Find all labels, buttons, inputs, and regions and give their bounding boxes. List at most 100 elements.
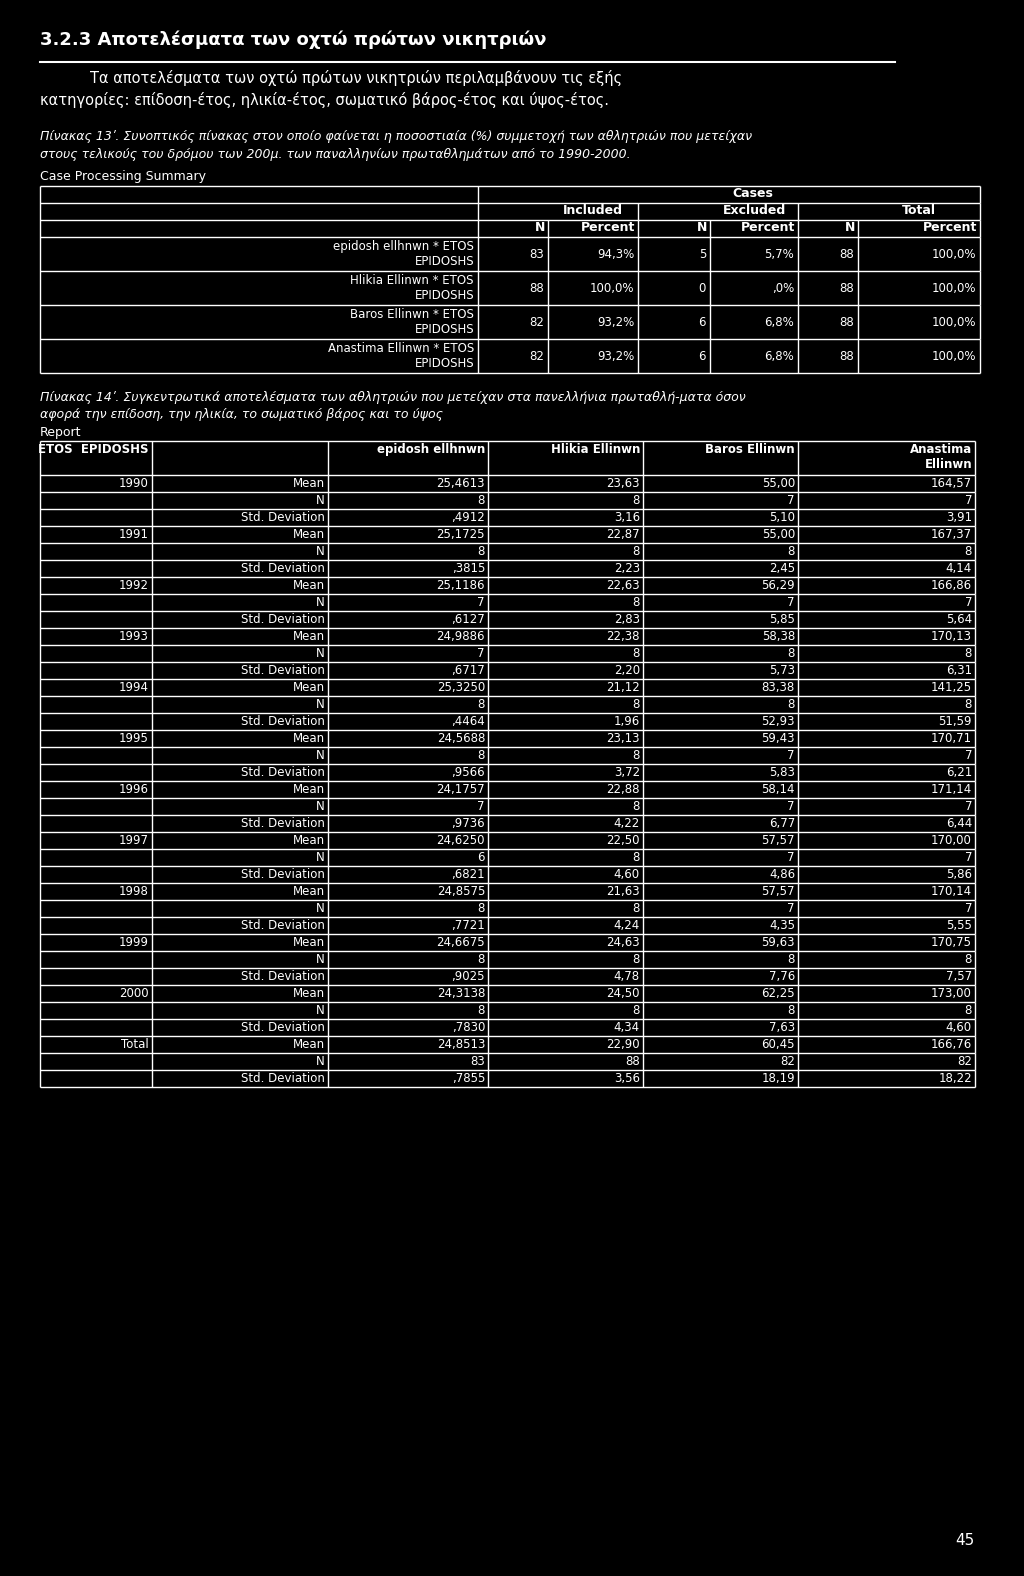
Text: Mean: Mean: [293, 886, 325, 898]
Text: Std. Deviation: Std. Deviation: [241, 969, 325, 983]
Text: 22,87: 22,87: [606, 528, 640, 541]
Text: Mean: Mean: [293, 936, 325, 949]
Text: N: N: [316, 545, 325, 558]
Text: 2,20: 2,20: [613, 663, 640, 678]
Text: στους τελικούς του δρόμου των 200μ. των παναλληνίων πρωταθλημάτων από το 1990-20: στους τελικούς του δρόμου των 200μ. των …: [40, 148, 631, 161]
Text: N: N: [316, 801, 325, 813]
Text: Percent: Percent: [923, 221, 977, 233]
Text: 4,24: 4,24: [613, 919, 640, 931]
Text: 8: 8: [633, 801, 640, 813]
Text: 170,14: 170,14: [931, 886, 972, 898]
Text: Mean: Mean: [293, 478, 325, 490]
Text: 1994: 1994: [119, 681, 150, 693]
Text: N: N: [316, 648, 325, 660]
Text: 25,1186: 25,1186: [436, 578, 485, 593]
Text: 24,50: 24,50: [606, 987, 640, 1001]
Text: 6,21: 6,21: [946, 766, 972, 779]
Text: 24,3138: 24,3138: [436, 987, 485, 1001]
Text: 173,00: 173,00: [931, 987, 972, 1001]
Text: 22,63: 22,63: [606, 578, 640, 593]
Text: N: N: [316, 749, 325, 763]
Text: 8: 8: [633, 698, 640, 711]
Text: 7: 7: [965, 596, 972, 608]
Text: 100,0%: 100,0%: [932, 350, 976, 362]
Text: Std. Deviation: Std. Deviation: [241, 816, 325, 831]
Text: 6,8%: 6,8%: [764, 350, 794, 362]
Text: 8: 8: [633, 901, 640, 916]
Text: 82: 82: [780, 1054, 795, 1069]
Text: 88: 88: [626, 1054, 640, 1069]
Text: Std. Deviation: Std. Deviation: [241, 563, 325, 575]
Text: Std. Deviation: Std. Deviation: [241, 663, 325, 678]
Text: 7: 7: [787, 901, 795, 916]
Text: 88: 88: [840, 247, 854, 260]
Text: 8: 8: [477, 493, 485, 507]
Text: 51,59: 51,59: [939, 716, 972, 728]
Text: 22,38: 22,38: [606, 630, 640, 643]
Text: Std. Deviation: Std. Deviation: [241, 766, 325, 779]
Text: 83: 83: [470, 1054, 485, 1069]
Text: 100,0%: 100,0%: [932, 247, 976, 260]
Text: 8: 8: [965, 698, 972, 711]
Text: ,4912: ,4912: [452, 511, 485, 523]
Text: 62,25: 62,25: [762, 987, 795, 1001]
Text: 24,9886: 24,9886: [436, 630, 485, 643]
Text: 59,63: 59,63: [762, 936, 795, 949]
Text: 7: 7: [965, 901, 972, 916]
Text: 7,76: 7,76: [769, 969, 795, 983]
Text: 8: 8: [633, 851, 640, 864]
Text: Mean: Mean: [293, 731, 325, 745]
Text: 7: 7: [477, 648, 485, 660]
Text: 5,7%: 5,7%: [764, 247, 794, 260]
Text: ,9736: ,9736: [452, 816, 485, 831]
Text: Mean: Mean: [293, 834, 325, 846]
Text: 8: 8: [633, 648, 640, 660]
Text: 25,3250: 25,3250: [437, 681, 485, 693]
Text: 58,14: 58,14: [762, 783, 795, 796]
Text: 3,72: 3,72: [613, 766, 640, 779]
Text: 8: 8: [965, 1004, 972, 1017]
Text: N: N: [316, 698, 325, 711]
Text: ,9566: ,9566: [452, 766, 485, 779]
Text: epidosh ellhnwn: epidosh ellhnwn: [377, 443, 485, 455]
Text: Excluded: Excluded: [722, 203, 785, 217]
Text: 8: 8: [965, 648, 972, 660]
Text: 45: 45: [955, 1533, 975, 1548]
Text: 24,6675: 24,6675: [436, 936, 485, 949]
Text: 7: 7: [787, 801, 795, 813]
Text: 5,64: 5,64: [946, 613, 972, 626]
Text: 0: 0: [698, 282, 706, 295]
Text: ,6717: ,6717: [452, 663, 485, 678]
Text: 7: 7: [787, 851, 795, 864]
Text: Mean: Mean: [293, 783, 325, 796]
Text: 8: 8: [477, 749, 485, 763]
Text: 58,38: 58,38: [762, 630, 795, 643]
Text: 3,91: 3,91: [946, 511, 972, 523]
Text: 5,86: 5,86: [946, 868, 972, 881]
Text: 3,16: 3,16: [613, 511, 640, 523]
Text: Percent: Percent: [581, 221, 635, 233]
Text: 2,45: 2,45: [769, 563, 795, 575]
Text: 21,63: 21,63: [606, 886, 640, 898]
Text: 166,86: 166,86: [931, 578, 972, 593]
Text: 25,4613: 25,4613: [436, 478, 485, 490]
Text: 23,13: 23,13: [606, 731, 640, 745]
Text: 4,14: 4,14: [946, 563, 972, 575]
Text: 8: 8: [477, 545, 485, 558]
Text: Total: Total: [902, 203, 936, 217]
Text: Mean: Mean: [293, 1039, 325, 1051]
Text: Std. Deviation: Std. Deviation: [241, 1072, 325, 1084]
Text: Cases: Cases: [732, 188, 773, 200]
Text: Std. Deviation: Std. Deviation: [241, 613, 325, 626]
Text: 22,50: 22,50: [606, 834, 640, 846]
Text: 170,13: 170,13: [931, 630, 972, 643]
Text: 88: 88: [840, 315, 854, 328]
Text: N: N: [535, 221, 545, 233]
Text: 21,12: 21,12: [606, 681, 640, 693]
Text: 2000: 2000: [120, 987, 150, 1001]
Text: 8: 8: [477, 953, 485, 966]
Text: Mean: Mean: [293, 578, 325, 593]
Text: 24,5688: 24,5688: [436, 731, 485, 745]
Text: ,4464: ,4464: [452, 716, 485, 728]
Text: ,6821: ,6821: [452, 868, 485, 881]
